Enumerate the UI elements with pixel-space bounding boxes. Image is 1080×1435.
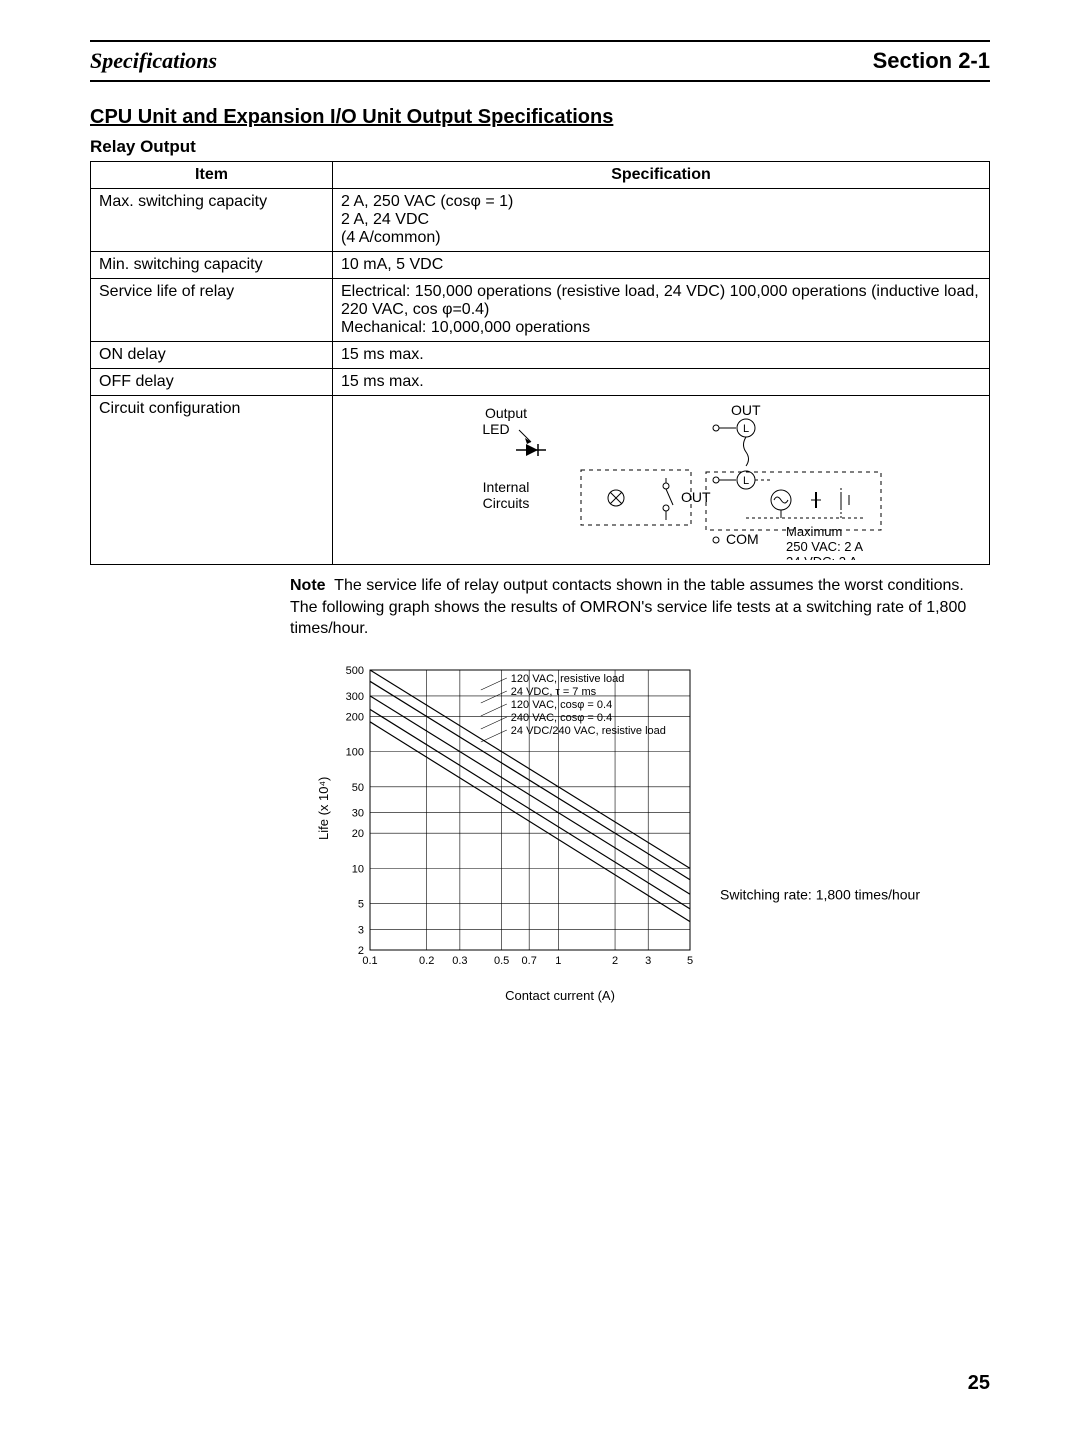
svg-text:240 VAC, cosφ = 0.4: 240 VAC, cosφ = 0.4 — [511, 712, 612, 724]
svg-text:200: 200 — [346, 711, 364, 723]
cell-spec: OutputLED InternalCircuits OUT L L OUT COM Maxi… — [333, 396, 990, 565]
page-number: 25 — [968, 1372, 990, 1395]
svg-text:Circuits: Circuits — [483, 495, 530, 511]
svg-text:0.5: 0.5 — [494, 955, 509, 967]
svg-text:500: 500 — [346, 665, 364, 677]
svg-text:20: 20 — [352, 828, 364, 840]
svg-text:L: L — [743, 423, 749, 435]
cell-item: ON delay — [91, 342, 333, 369]
life-chart: 0.1 0.2 0.3 0.5 0.7 1 2 3 5 2 3 5 10 20 30 50 100 200 300 5… — [290, 660, 1080, 1040]
header-right: Section 2-1 — [873, 48, 990, 74]
cell-spec: 2 A, 250 VAC (cosφ = 1)2 A, 24 VDC(4 A/c… — [333, 189, 990, 252]
svg-text:250 VAC: 2 A: 250 VAC: 2 A — [786, 539, 863, 554]
note-text: The service life of relay output contact… — [290, 577, 966, 637]
page: Specifications Section 2-1 CPU Unit and … — [0, 0, 1080, 1435]
cell-item: OFF delay — [91, 369, 333, 396]
table-row: OFF delay15 ms max. — [91, 369, 990, 396]
header-left: Specifications — [90, 48, 217, 74]
svg-text:24 VDC/240 VAC, resistive load: 24 VDC/240 VAC, resistive load — [511, 725, 666, 737]
svg-text:COM: COM — [726, 531, 759, 547]
page-header: Specifications Section 2-1 — [90, 48, 990, 82]
svg-text:30: 30 — [352, 807, 364, 819]
svg-text:5: 5 — [358, 898, 364, 910]
cell-item: Max. switching capacity — [91, 189, 333, 252]
table-row: Min. switching capacity10 mA, 5 VDC — [91, 252, 990, 279]
spec-table: Item Specification Max. switching capaci… — [90, 161, 990, 565]
svg-text:120 VAC, resistive load: 120 VAC, resistive load — [511, 673, 625, 685]
chart-container: 0.1 0.2 0.3 0.5 0.7 1 2 3 5 2 3 5 10 20 30 50 100 200 300 5… — [90, 660, 990, 1060]
col-header-item: Item — [91, 162, 333, 189]
svg-text:OUT: OUT — [681, 489, 711, 505]
svg-text:0.2: 0.2 — [419, 955, 434, 967]
svg-text:3: 3 — [358, 924, 364, 936]
svg-text:L: L — [743, 475, 749, 487]
svg-text:1: 1 — [555, 955, 561, 967]
svg-text:10: 10 — [352, 863, 364, 875]
note-label: Note — [290, 577, 326, 594]
svg-text:24 VDC: 2 A: 24 VDC: 2 A — [786, 554, 858, 560]
svg-text:0.3: 0.3 — [452, 955, 467, 967]
cell-spec: 15 ms max. — [333, 342, 990, 369]
top-rule — [90, 40, 990, 42]
svg-text:120 VAC, cosφ = 0.4: 120 VAC, cosφ = 0.4 — [511, 699, 612, 711]
table-row: Service life of relayElectrical: 150,000… — [91, 279, 990, 342]
svg-text:0.7: 0.7 — [522, 955, 537, 967]
cell-spec: 10 mA, 5 VDC — [333, 252, 990, 279]
svg-text:Contact current (A): Contact current (A) — [505, 988, 615, 1003]
svg-text:3: 3 — [645, 955, 651, 967]
table-row: Max. switching capacity2 A, 250 VAC (cos… — [91, 189, 990, 252]
cell-spec: 15 ms max. — [333, 369, 990, 396]
svg-text:Internal: Internal — [483, 479, 530, 495]
svg-text:50: 50 — [352, 782, 364, 794]
cell-item: Min. switching capacity — [91, 252, 333, 279]
svg-text:300: 300 — [346, 691, 364, 703]
col-header-spec: Specification — [333, 162, 990, 189]
section-title: CPU Unit and Expansion I/O Unit Output S… — [90, 106, 990, 129]
table-row: ON delay15 ms max. — [91, 342, 990, 369]
note-block: Note The service life of relay output co… — [290, 575, 990, 640]
svg-text:2: 2 — [358, 945, 364, 957]
table-row: Circuit configuration OutputLED InternalCi… — [91, 396, 990, 565]
svg-text:2: 2 — [612, 955, 618, 967]
svg-text:100: 100 — [346, 746, 364, 758]
svg-text:Switching rate: 1,800 times/ho: Switching rate: 1,800 times/hour — [720, 886, 920, 902]
cell-item: Circuit configuration — [91, 396, 333, 565]
svg-text:Output: Output — [485, 405, 527, 421]
svg-text:Maximum: Maximum — [786, 524, 842, 539]
circuit-diagram: OutputLED InternalCircuits OUT L L OUT COM Maxi… — [341, 400, 981, 560]
subsection-title: Relay Output — [90, 137, 990, 157]
svg-text:5: 5 — [687, 955, 693, 967]
svg-text:Life (x 10⁴): Life (x 10⁴) — [316, 776, 331, 839]
svg-text:0.1: 0.1 — [362, 955, 377, 967]
cell-item: Service life of relay — [91, 279, 333, 342]
cell-spec: Electrical: 150,000 operations (resistiv… — [333, 279, 990, 342]
svg-text:OUT: OUT — [731, 402, 761, 418]
svg-text:LED: LED — [482, 421, 509, 437]
svg-text:24 VDC, τ = 7 ms: 24 VDC, τ = 7 ms — [511, 686, 597, 698]
